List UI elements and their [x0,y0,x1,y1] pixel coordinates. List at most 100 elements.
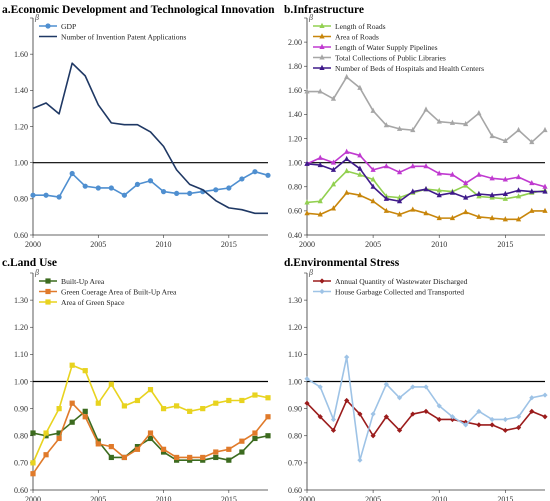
chart-b-series-4-point [410,188,416,194]
chart-b-series-2-point [344,148,350,154]
chart-a-series-0-point [56,194,62,200]
chart-b-series-3-point [370,107,376,113]
chart-b-series-1-point [502,216,508,222]
chart-b-series-1-point [542,207,548,213]
chart-d-y-tick-label: 1.10 [288,350,302,359]
chart-b-series-2-point [410,163,416,169]
chart-b-series-2-line [306,151,546,188]
chart-d-series-1-point [489,416,495,423]
chart-d-series-1-point [357,457,363,463]
chart-c-series-2-point [174,403,180,409]
chart-c-series-2-point [82,368,88,374]
chart-a-series-0-point [187,190,193,197]
chart-b-y-tick-label: 1.00 [288,158,302,167]
chart-b-series-4-point [436,192,442,198]
chart-c-series-1 [30,400,271,477]
chart-d-legend-label: House Garbage Collected and Transported [335,287,464,296]
chart-c-y-tick-label: 0.80 [14,432,28,441]
chart-b-series-1-point [317,211,323,217]
chart-a-x-tick-label: 2005 [90,240,106,249]
chart-a-series-0-point [174,190,180,197]
chart-a-y-tick-label: 1.40 [14,86,28,95]
chart-d-legend-marker [319,278,325,284]
chart-d-series-1-point [449,414,456,420]
chart-c-series-2-point [252,392,258,398]
chart-a-y-tick-label: 0.80 [14,195,28,204]
chart-b-series-0-point [396,194,403,200]
chart-b-series-3-point [396,125,403,131]
chart-d-y-tick-label: 0.60 [288,486,302,495]
chart-c-series-0-point [108,454,114,461]
chart-c-series-1-point [252,430,258,436]
chart-a-series-1 [32,62,268,215]
chart-b-series-3-point [317,88,323,94]
chart-b-series-4-point [317,161,323,168]
chart-a-series-0-point [69,170,75,177]
chart-b-series-2-point [502,176,508,182]
chart-c-x-tick-label: 2000 [25,495,41,501]
chart-b-series-2-point [357,152,363,158]
chart-b-series-1-point [330,205,337,211]
chart-c-y-label: β [34,268,39,277]
chart-d-series-0-point [410,411,416,417]
chart-b-series-3-point [436,118,442,124]
chart-c-series-0-point [265,433,271,439]
chart-d-series-1-point [410,384,416,390]
chart-a-y-tick-label: 1.60 [14,50,28,59]
chart-d-x-tick-label: 2015 [497,495,513,501]
chart-c-series-0-point [239,449,245,455]
chart-b-series-0-point [317,198,323,204]
chart-b-series-2 [304,148,548,189]
chart-b-series-1-point [370,198,376,204]
chart-b-y-tick-label: 1.20 [288,134,302,143]
chart-c-legend-item: Area of Green Space [39,298,125,307]
chart-b-series-4-point [476,190,482,197]
chart-b-series-4-point [370,183,376,189]
chart-b-series-3-point [304,88,310,94]
chart-d-legend-marker [319,288,325,295]
chart-c-series-1-point [134,446,141,452]
chart-d-series-1-point [330,416,337,423]
chart-b-series-0-point [304,199,310,205]
chart-c-series-0-point [147,435,154,442]
chart-b-legend-label: Number of Beds of Hospitals and Health C… [335,64,484,73]
chart-c-series-1-point [69,400,75,406]
chart-d-legend-item: House Garbage Collected and Transported [313,287,464,296]
chart-a-series-0-point [239,176,245,182]
chart-d-series-0-point [396,427,403,433]
chart-d-y-tick-label: 1.20 [288,323,302,332]
chart-b-series-4-point [357,165,363,171]
chart-d-series-1-point [529,395,535,401]
chart-a-legend-marker [45,23,51,29]
chart-c-series-2-point [239,397,245,404]
chart-b-series-0-point [436,187,442,193]
chart-b-series-1-point [383,207,389,213]
chart-a-y-tick-label: 1.00 [14,158,28,167]
chart-b-series-2-point [463,179,469,186]
chart-b-series-2-point [330,159,337,165]
chart-d-y-tick-label: 1.30 [288,296,302,305]
chart-d-series-1-point [370,411,376,417]
chart-c-y-tick-label: 0.60 [14,486,28,495]
chart-d-series-0-point [476,422,482,428]
chart-c-x-tick-label: 2010 [156,495,172,501]
chart-c-series-1-point [213,449,219,455]
chart-b-legend-label: Total Collections of Public Libraries [335,53,446,62]
chart-c-series-0-line [32,410,269,461]
chart-d-series-1-point [383,381,389,387]
chart-b-y-tick-label: 0.80 [288,183,302,192]
chart-d-series-1-point [304,376,310,382]
chart-d-series-1-point [476,408,482,414]
chart-c-series-2-point [187,408,193,414]
chart-b-series-4-point [396,198,403,204]
chart-d-series-0-point [502,427,508,433]
chart-c-series-1-point [56,435,62,442]
chart-c-series-2-point [134,397,141,404]
chart-b-series-1-line [306,192,545,221]
chart-b-series-0-point [357,171,363,177]
chart-b-legend-marker [319,43,325,49]
chart-c-series-0-point [200,457,206,463]
chart-c-y-tick-label: 1.10 [14,350,28,359]
chart-d-series-1 [304,354,548,463]
